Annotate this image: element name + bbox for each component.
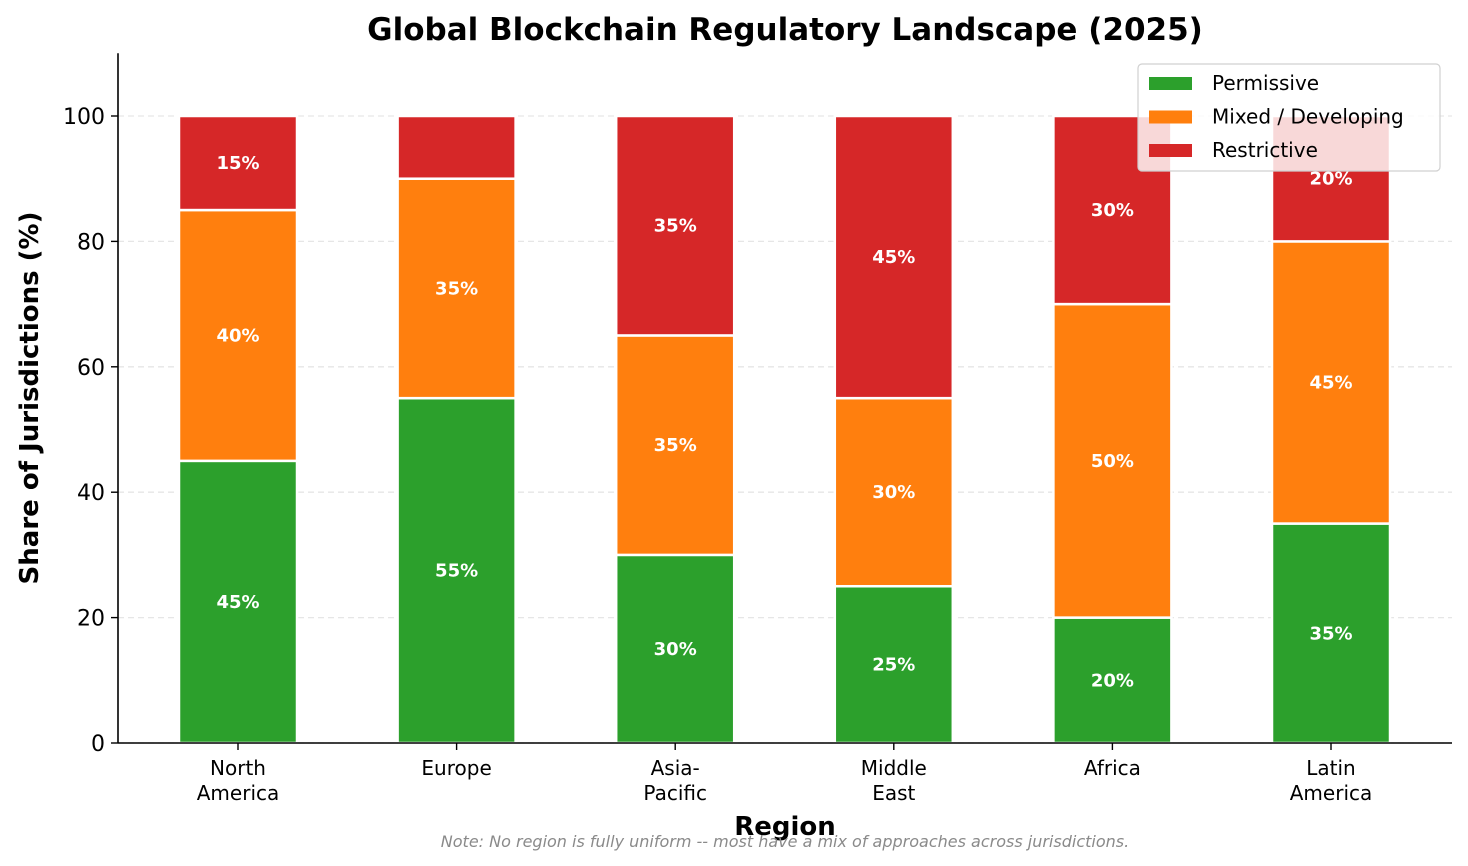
segment-value-label: 50% <box>1091 451 1134 472</box>
legend-entry-label: Restrictive <box>1212 138 1318 162</box>
segment-value-label: 45% <box>1309 372 1352 393</box>
bar-segment-restrictive <box>614 114 736 337</box>
segment-value-label: 55% <box>435 561 478 582</box>
segment-value-label: 25% <box>872 655 915 676</box>
bar-segment-permissive <box>177 459 299 745</box>
bar-segment-permissive <box>1270 522 1392 745</box>
bar-segment-mixed-developing <box>1052 302 1173 619</box>
legend-entry-label: Mixed / Developing <box>1212 105 1404 129</box>
bar-segment-mixed-developing <box>1270 240 1392 525</box>
bars <box>177 114 1392 745</box>
y-tick-label: 40 <box>77 481 105 506</box>
segment-value-label: 30% <box>654 639 697 660</box>
x-tick-label: North America <box>197 756 280 805</box>
x-tick-label: Asia-Pacific <box>643 756 707 805</box>
bar-segment-permissive <box>614 553 736 745</box>
axes <box>117 53 1452 744</box>
y-tick-label: 60 <box>77 356 105 381</box>
x-tick-label: Africa <box>1084 756 1141 780</box>
chart-title: Global Blockchain Regulatory Landscape (… <box>367 12 1203 48</box>
y-tick-label: 100 <box>63 105 105 130</box>
bar-segment-permissive <box>833 585 955 745</box>
segment-labels: 45% 40% 15% 55% 35% 30% 35% 35% 25% 30% 45% 20% 50% 3… <box>216 153 1352 691</box>
x-tick-label: Middle East <box>861 756 927 805</box>
legend-box <box>1137 63 1441 172</box>
bar-segment-restrictive <box>177 114 299 212</box>
legend: Permissive Mixed / Developing Restrictive <box>1137 63 1441 172</box>
bar-segment-restrictive <box>396 114 517 180</box>
legend-entry-label: Permissive <box>1212 71 1319 95</box>
bar-segment-restrictive <box>833 114 955 400</box>
bar-segment-mixed-developing <box>614 334 736 557</box>
x-ticks: North America Europe Asia-Pacific Middle East… <box>197 743 1373 805</box>
segment-value-label: 20% <box>1309 169 1352 190</box>
legend-swatch <box>1149 144 1192 157</box>
segment-value-label: 30% <box>1091 200 1134 221</box>
bar-segment-mixed-developing <box>177 208 299 463</box>
footnote-annotation: Note: No region is fully uniform -- most… <box>441 832 1129 851</box>
bar-segment-mixed-developing <box>396 177 517 400</box>
segment-value-label: 20% <box>1091 670 1134 691</box>
x-tick-label: Europe <box>421 756 491 780</box>
segment-value-label: 45% <box>872 247 915 268</box>
legend-swatch <box>1149 77 1192 90</box>
segment-value-label: 45% <box>216 592 259 613</box>
segment-value-label: 30% <box>872 482 915 503</box>
segment-value-label: 35% <box>654 216 697 237</box>
bar-segment-permissive <box>1052 616 1173 745</box>
segment-value-label: 15% <box>216 153 259 174</box>
x-axis-label: Region <box>734 812 836 842</box>
gridlines <box>118 115 1452 744</box>
segment-value-label: 35% <box>654 435 697 456</box>
x-tick-label: Latin America <box>1290 756 1373 805</box>
y-tick-label: 20 <box>77 607 105 632</box>
y-ticks: 0 20 40 60 80 100 <box>63 105 118 757</box>
y-tick-label: 80 <box>77 230 105 255</box>
segment-value-label: 35% <box>435 278 478 299</box>
legend-swatch <box>1149 110 1192 124</box>
bar-segment-permissive <box>396 396 517 745</box>
y-tick-label: 0 <box>91 732 105 757</box>
segment-value-label: 35% <box>1309 623 1352 644</box>
segment-value-label: 40% <box>216 325 259 346</box>
y-axis-label: Share of Jurisdictions (%) <box>15 212 45 585</box>
